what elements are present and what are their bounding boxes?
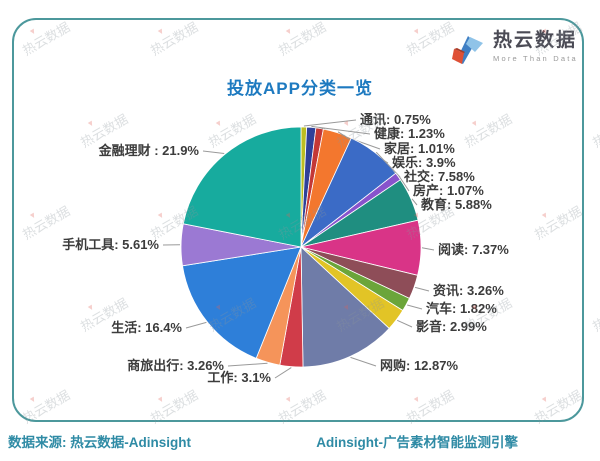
brand-logo-text: 热云数据 More Than Data: [493, 30, 578, 63]
leader-line-10: [396, 319, 413, 328]
slice-label-12: 工作: 3.1%: [207, 370, 271, 385]
chart-title: 投放APP分类一览: [227, 79, 373, 98]
slice-label-1: 健康: 1.23%: [374, 126, 445, 141]
leader-line-5: [398, 175, 410, 192]
leader-line-7: [421, 247, 435, 251]
slice-label-0: 通讯: 0.75%: [360, 112, 431, 127]
brand-logo-icon: [452, 36, 483, 64]
slice-label-6: 教育: 5.88%: [421, 197, 492, 212]
footer-data-source: 数据来源: 热云数据-Adinsight: [8, 435, 191, 450]
pie-slice-11: [300, 246, 390, 368]
slice-label-3: 娱乐: 3.9%: [392, 155, 456, 170]
chart-frame: [12, 18, 584, 422]
leader-line-9: [407, 304, 423, 310]
pie-slice-14: [182, 246, 302, 359]
brand-logo: 热云数据 More Than Data: [449, 30, 578, 68]
leader-line-8: [414, 286, 430, 292]
footer-engine-name: Adinsight-广告素材智能监测引擎: [316, 435, 518, 450]
slice-label-8: 资讯: 3.26%: [433, 283, 504, 298]
leader-line-0: [303, 119, 357, 127]
slice-label-5: 房产: 1.07%: [413, 183, 484, 198]
leader-line-4: [375, 151, 401, 178]
leader-line-13: [227, 362, 268, 367]
slice-label-7: 阅读: 7.37%: [438, 242, 509, 257]
pie-slice-16: [182, 126, 302, 248]
leader-line-14: [185, 321, 207, 329]
leader-line-16: [202, 150, 225, 154]
brand-tagline: More Than Data: [493, 54, 578, 63]
slice-label-11: 网购: 12.87%: [380, 358, 459, 373]
slice-label-15: 手机工具: 5.61%: [62, 237, 159, 252]
slice-label-10: 影音: 2.99%: [416, 319, 487, 334]
leader-line-6: [411, 198, 418, 206]
slice-label-2: 家居: 1.01%: [384, 141, 455, 156]
slice-label-13: 商旅出行: 3.26%: [127, 358, 224, 373]
leader-line-11: [350, 356, 377, 367]
slice-label-4: 社交: 7.58%: [404, 169, 475, 184]
slice-label-14: 生活: 16.4%: [111, 320, 182, 335]
leader-line-12: [274, 367, 292, 379]
slice-label-16: 金融理财 : 21.9%: [98, 143, 199, 158]
brand-name: 热云数据: [493, 30, 578, 51]
slice-label-9: 汽车: 1.82%: [426, 301, 497, 316]
